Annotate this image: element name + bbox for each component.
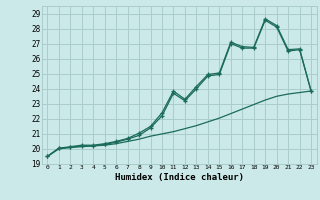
X-axis label: Humidex (Indice chaleur): Humidex (Indice chaleur) — [115, 173, 244, 182]
